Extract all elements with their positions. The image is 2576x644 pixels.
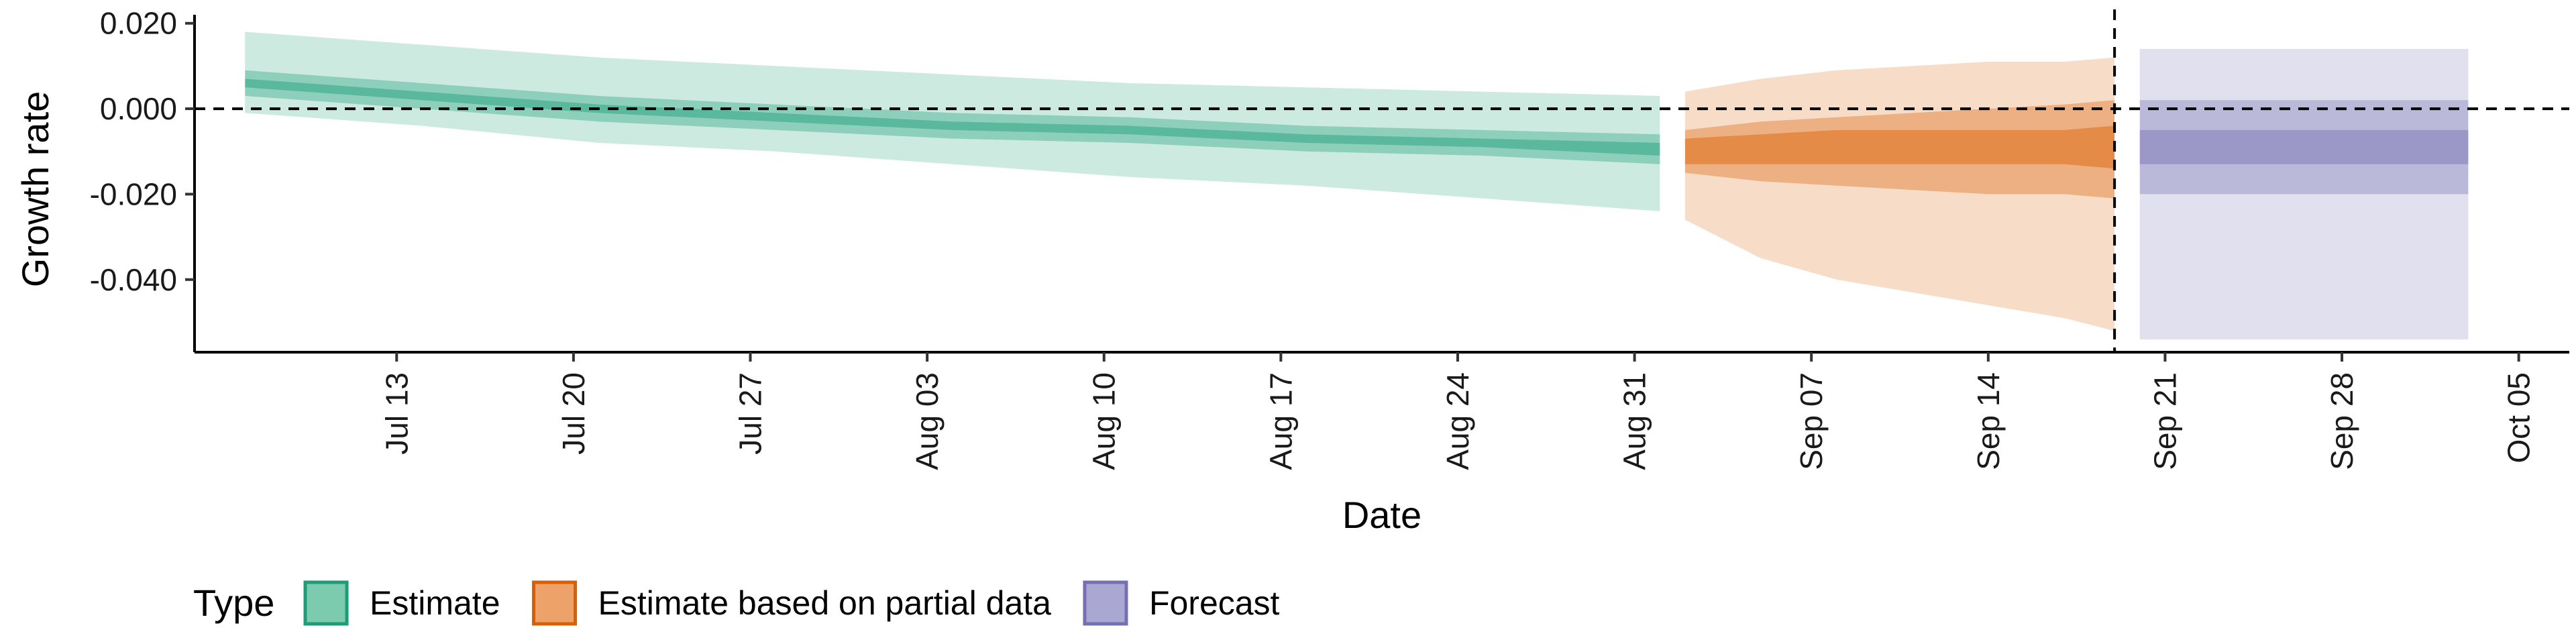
x-tick-label: Sep 21 xyxy=(2147,372,2182,470)
legend-items: Estimate Estimate based on partial data Fo… xyxy=(303,580,1280,626)
x-tick-label: Jul 27 xyxy=(733,372,768,455)
estimate-band-50 xyxy=(245,70,1660,164)
ribbon-layer xyxy=(245,32,2469,339)
legend-swatch-estimate-based-on-partial-data xyxy=(532,580,578,626)
reference-lines xyxy=(195,9,2569,352)
y-tick-label: -0.020 xyxy=(90,176,177,211)
legend-swatch-forecast xyxy=(1083,580,1128,626)
legend-title: Type xyxy=(193,582,274,624)
x-axis-ticks: Jul 13 Jul 20 Jul 27 Aug 03 Aug 10 Aug 17 Aug … xyxy=(379,352,2536,470)
x-tick-label: Aug 03 xyxy=(910,372,945,470)
legend-label-estimate-based-on-partial-data: Estimate based on partial data xyxy=(598,584,1052,622)
y-tick-label: 0.020 xyxy=(100,6,177,41)
estimate-band-20 xyxy=(245,78,1660,156)
forecast-band-20 xyxy=(2139,129,2469,164)
y-tick-label: -0.040 xyxy=(90,262,177,297)
y-axis-title: Growth rate xyxy=(14,91,56,288)
legend-swatch-estimate xyxy=(303,580,349,626)
x-tick-label: Aug 31 xyxy=(1617,372,1652,470)
y-axis-ticks: 0.020 0.000 -0.020 -0.040 xyxy=(90,6,195,297)
forecast-band-90 xyxy=(2139,48,2469,339)
forecast-band-50 xyxy=(2139,100,2469,195)
estimate-based-on-partial-data-band-50 xyxy=(1684,100,2115,199)
legend: Type Estimate Estimate based on partial d… xyxy=(193,580,1280,626)
axes xyxy=(193,15,2569,354)
x-tick-label: Sep 07 xyxy=(1794,372,1829,470)
x-tick-label: Aug 10 xyxy=(1087,372,1122,470)
legend-label-forecast: Forecast xyxy=(1149,584,1280,622)
x-tick-label: Oct 05 xyxy=(2502,372,2536,464)
x-axis-title: Date xyxy=(1342,494,1421,536)
estimate-band-90 xyxy=(245,32,1660,211)
x-tick-label: Sep 28 xyxy=(2324,372,2359,470)
legend-label-estimate: Estimate xyxy=(370,584,500,622)
x-tick-label: Jul 13 xyxy=(379,372,414,455)
x-tick-label: Sep 14 xyxy=(1971,372,2006,470)
x-tick-label: Aug 17 xyxy=(1263,372,1298,470)
x-tick-label: Aug 24 xyxy=(1440,372,1475,470)
x-tick-label: Jul 20 xyxy=(556,372,591,455)
estimate-based-on-partial-data-band-90 xyxy=(1684,57,2115,331)
estimate-based-on-partial-data-band-20 xyxy=(1684,125,2115,169)
y-tick-label: 0.000 xyxy=(100,91,177,126)
